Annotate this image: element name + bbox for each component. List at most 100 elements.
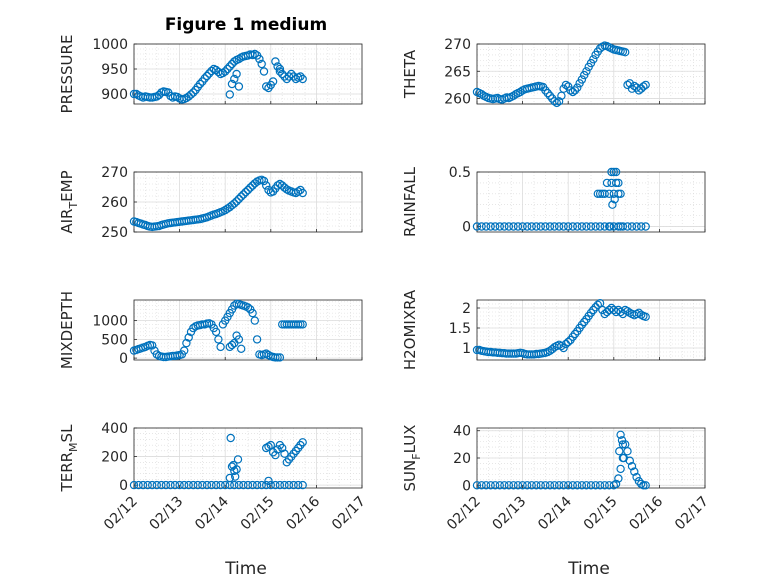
data-point [491, 222, 500, 231]
data-point [298, 320, 307, 329]
data-point [275, 67, 285, 76]
data-point [632, 222, 641, 231]
data-point [641, 481, 650, 490]
data-point [129, 480, 139, 490]
axes-box [476, 299, 706, 361]
data-point [573, 83, 582, 92]
data-point [232, 197, 241, 206]
series-markers [472, 41, 650, 108]
data-point [198, 480, 207, 490]
data-point [271, 450, 280, 460]
data-point [637, 479, 646, 489]
data-point [170, 480, 180, 490]
data-point [184, 480, 193, 490]
data-point [234, 82, 244, 91]
data-point [298, 188, 307, 198]
data-point [637, 222, 646, 231]
data-point [618, 222, 628, 231]
data-point [175, 480, 184, 490]
data-point [271, 57, 280, 66]
data-point [600, 189, 609, 198]
data-point [591, 481, 600, 490]
y-tick-label: 250 [101, 225, 128, 241]
series-markers [472, 167, 650, 231]
data-point [481, 481, 491, 490]
data-point [577, 481, 587, 490]
data-point [611, 178, 621, 188]
data-point [595, 481, 605, 490]
data-point [225, 473, 234, 483]
y-tick-label: 1000 [92, 314, 128, 330]
data-point [273, 445, 282, 454]
axes-box [476, 43, 706, 105]
data-point [568, 87, 578, 97]
data-point [239, 190, 248, 199]
data-point [280, 449, 289, 458]
data-point [179, 480, 189, 490]
series-markers [472, 430, 650, 490]
data-point [166, 480, 175, 490]
data-point [273, 62, 282, 71]
data-point [617, 436, 627, 445]
data-point [614, 222, 623, 231]
data-point [559, 481, 568, 490]
data-point [504, 481, 514, 490]
data-point [543, 88, 552, 98]
x-tick-label: 02/13 [147, 494, 187, 534]
y-tick-label: 500 [101, 332, 128, 348]
data-point [284, 480, 294, 490]
data-point [595, 189, 605, 198]
data-point [532, 222, 541, 231]
data-point [220, 480, 230, 490]
data-point [298, 438, 307, 447]
data-point [472, 481, 482, 490]
data-point [605, 189, 614, 198]
data-point [477, 89, 486, 99]
data-point [500, 222, 509, 231]
y-tick-label: 950 [101, 62, 128, 78]
data-point [257, 480, 266, 490]
data-point [481, 222, 491, 231]
subplot-1: 900 950 1000 PRESSURE [58, 35, 363, 113]
axes-box [476, 171, 706, 233]
data-point [639, 82, 648, 91]
data-point [513, 222, 523, 231]
data-point [513, 481, 523, 490]
data-point [268, 77, 278, 86]
subplot-4: 0 0.5 RAINFALL [401, 165, 706, 237]
data-point [234, 194, 244, 204]
data-point [259, 176, 269, 186]
data-point [632, 472, 641, 482]
data-point [554, 97, 564, 106]
x-tick-label: 02/16 [283, 493, 323, 533]
data-point [495, 222, 504, 231]
subplot-2: 260 265 270 THETA [401, 37, 706, 108]
data-point [641, 80, 650, 90]
data-point [246, 183, 255, 192]
data-point [289, 449, 298, 458]
data-point [152, 480, 161, 490]
data-point [262, 480, 271, 490]
data-point [641, 222, 650, 231]
data-point [564, 481, 573, 490]
data-point [243, 303, 253, 312]
data-point [536, 222, 546, 231]
data-point [266, 440, 275, 450]
data-point [296, 440, 305, 450]
data-point [189, 480, 198, 490]
y-tick-label: 2 [462, 301, 471, 317]
subplot-6: 1 1.5 2 H2OMIXRA [401, 289, 706, 370]
data-point [573, 481, 582, 490]
data-point [545, 91, 555, 101]
data-point [532, 481, 541, 490]
data-point [271, 353, 280, 362]
y-tick-label: 265 [444, 64, 471, 80]
data-point [232, 69, 241, 79]
data-point [557, 341, 566, 351]
x-tick-label: 02/16 [626, 493, 666, 533]
y-axis-label: H2OMIXRA [401, 289, 419, 370]
data-point [243, 185, 253, 195]
data-point [182, 338, 191, 348]
data-point [248, 308, 257, 318]
y-tick-label: 900 [101, 87, 128, 103]
